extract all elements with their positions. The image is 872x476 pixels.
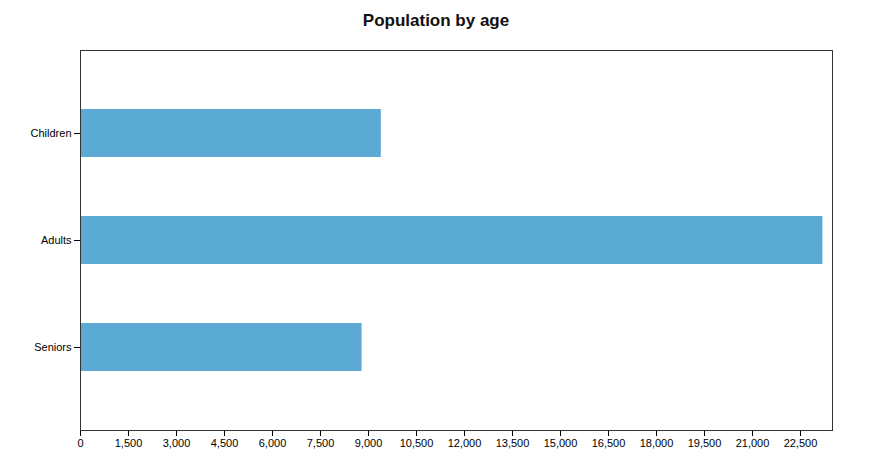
svg-text:13,500: 13,500: [496, 437, 530, 449]
svg-text:18,000: 18,000: [640, 437, 674, 449]
svg-text:4,500: 4,500: [211, 437, 239, 449]
svg-text:Adults: Adults: [41, 234, 72, 246]
svg-text:6,000: 6,000: [259, 437, 287, 449]
svg-text:10,500: 10,500: [400, 437, 434, 449]
svg-text:1,500: 1,500: [115, 437, 143, 449]
svg-text:3,000: 3,000: [163, 437, 191, 449]
svg-text:9,000: 9,000: [355, 437, 383, 449]
svg-text:7,500: 7,500: [307, 437, 335, 449]
svg-text:12,000: 12,000: [448, 437, 482, 449]
svg-text:16,500: 16,500: [592, 437, 626, 449]
svg-text:Children: Children: [31, 127, 72, 139]
svg-text:0: 0: [77, 437, 83, 449]
svg-text:15,000: 15,000: [544, 437, 578, 449]
svg-text:21,000: 21,000: [736, 437, 770, 449]
svg-text:22,500: 22,500: [784, 437, 818, 449]
svg-text:Seniors: Seniors: [34, 341, 72, 353]
html-text:Population by age: Population by age: [362, 11, 510, 30]
svg-text:19,500: 19,500: [688, 437, 722, 449]
